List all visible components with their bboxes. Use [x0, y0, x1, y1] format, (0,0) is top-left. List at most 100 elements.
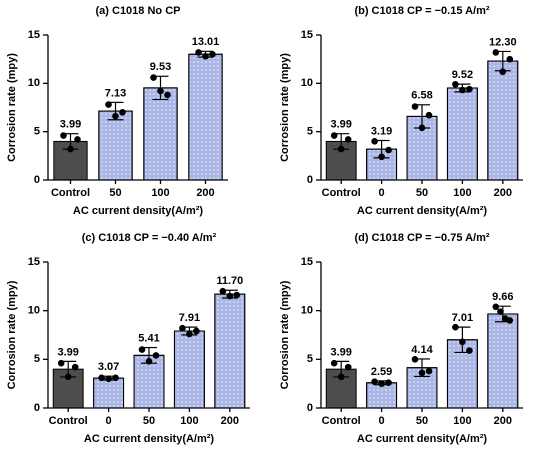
bar-pattern — [98, 110, 133, 181]
value-label: 7.01 — [452, 312, 473, 324]
x-tick-label: Control — [49, 415, 88, 427]
value-label: 5.41 — [138, 332, 159, 344]
data-point — [497, 308, 504, 315]
bar-pattern — [93, 377, 125, 409]
data-point — [112, 112, 119, 120]
data-point — [466, 347, 473, 354]
data-point — [330, 132, 338, 139]
data-point — [60, 132, 67, 139]
value-label: 3.99 — [330, 119, 351, 131]
data-point — [337, 373, 345, 381]
data-point — [499, 68, 507, 76]
data-point — [492, 49, 500, 56]
bar-pattern — [487, 313, 519, 409]
x-tick-label: 50 — [416, 415, 428, 427]
value-label: 9.66 — [492, 291, 513, 303]
chart-title: (d) C1018 CP = −0.75 A/m² — [354, 232, 489, 244]
x-tick-label: 50 — [416, 187, 428, 199]
data-point — [105, 101, 112, 108]
x-tick-label: 50 — [143, 415, 155, 427]
x-tick-label: 100 — [151, 187, 169, 199]
y-tick-label: 0 — [307, 402, 313, 414]
data-point — [145, 357, 153, 365]
y-axis-label: Corrosion rate (mpy) — [6, 280, 18, 389]
data-point — [330, 359, 338, 367]
data-point — [411, 103, 419, 110]
data-point — [193, 327, 200, 335]
data-point — [150, 74, 157, 81]
x-tick-label: 200 — [494, 187, 512, 199]
data-point — [337, 145, 345, 153]
data-point — [64, 373, 72, 381]
y-axis-label: Corrosion rate (mpy) — [279, 53, 291, 162]
y-tick-label: 15 — [301, 256, 313, 268]
chart-title: (b) C1018 CP = −0.15 A/m² — [354, 5, 489, 17]
data-point — [105, 375, 112, 383]
data-point — [378, 380, 385, 387]
value-label: 9.53 — [150, 61, 171, 73]
x-tick-label: 200 — [196, 187, 214, 199]
data-point — [344, 136, 352, 143]
y-tick-label: 15 — [28, 29, 40, 41]
bar-pattern — [214, 293, 246, 409]
data-point — [466, 85, 473, 93]
y-tick-label: 15 — [301, 29, 313, 41]
data-point — [157, 87, 164, 95]
y-tick-label: 10 — [301, 77, 313, 89]
value-label: 7.13 — [105, 87, 126, 99]
value-label: 3.99 — [330, 346, 351, 358]
data-point — [57, 359, 65, 367]
value-label: 7.91 — [179, 312, 200, 324]
value-label: 9.52 — [452, 69, 473, 81]
y-tick-label: 0 — [34, 174, 40, 186]
data-point — [152, 352, 160, 359]
bar-pattern — [173, 330, 205, 409]
y-tick-label: 0 — [307, 174, 313, 186]
data-point — [112, 374, 119, 382]
data-point — [71, 363, 79, 371]
y-tick-label: 15 — [28, 256, 40, 268]
data-point — [226, 292, 234, 300]
y-tick-label: 10 — [28, 77, 40, 89]
y-axis-label: Corrosion rate (mpy) — [279, 280, 291, 389]
y-tick-label: 5 — [307, 353, 313, 365]
x-tick-label: 200 — [221, 415, 239, 427]
x-tick-label: Control — [322, 415, 361, 427]
data-point — [98, 374, 105, 382]
data-point — [506, 317, 514, 324]
y-tick-label: 0 — [34, 402, 40, 414]
y-tick-label: 10 — [301, 305, 313, 317]
y-tick-label: 10 — [28, 305, 40, 317]
data-point — [219, 287, 227, 295]
x-tick-label: 0 — [379, 415, 385, 427]
chart-title: (c) C1018 CP = −0.40 A/m² — [82, 232, 217, 244]
data-point — [67, 145, 74, 153]
x-tick-label: 100 — [180, 415, 198, 427]
y-tick-label: 5 — [307, 126, 313, 138]
data-point — [418, 369, 426, 377]
data-point — [425, 367, 433, 375]
y-axis-label: Corrosion rate (mpy) — [6, 53, 18, 162]
value-label: 2.59 — [371, 366, 392, 378]
x-tick-label: Control — [322, 187, 361, 199]
data-point — [452, 81, 459, 88]
x-tick-label: 0 — [106, 415, 112, 427]
data-point — [186, 330, 193, 338]
x-axis-label: AC current density(A/m²) — [84, 433, 215, 445]
value-label: 3.99 — [57, 346, 78, 358]
data-point — [371, 138, 378, 145]
bar-pattern — [188, 53, 223, 181]
data-point — [195, 49, 202, 56]
x-tick-label: 100 — [453, 415, 471, 427]
bar-pattern — [143, 87, 178, 181]
value-label: 4.14 — [411, 344, 433, 356]
data-point — [418, 124, 426, 132]
x-tick-label: 100 — [453, 187, 471, 199]
x-axis-label: AC current density(A/m²) — [357, 205, 488, 217]
value-label: 3.99 — [60, 119, 81, 131]
data-point — [233, 291, 241, 299]
data-point — [452, 323, 459, 331]
data-point — [378, 153, 385, 161]
data-point — [506, 55, 514, 63]
